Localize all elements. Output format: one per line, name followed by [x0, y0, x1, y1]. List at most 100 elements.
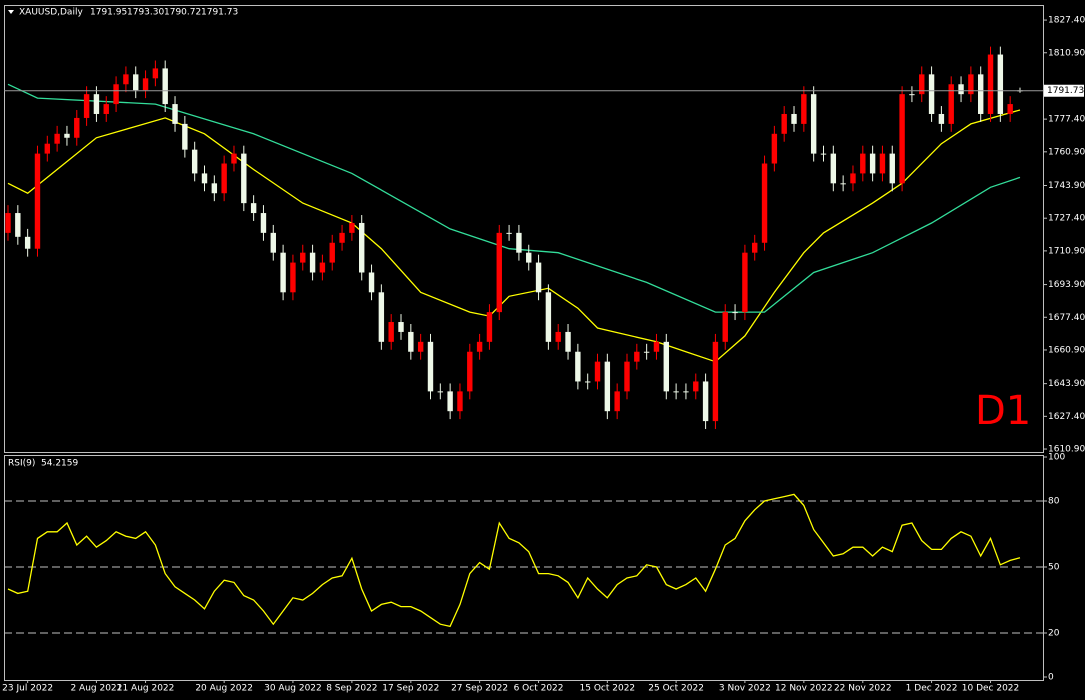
y-tick-label: 1643.90	[1048, 379, 1085, 389]
candle-body	[44, 143, 51, 154]
candle-body	[447, 391, 453, 412]
candle-body	[74, 117, 80, 138]
candle-body	[761, 163, 768, 243]
y-tick-label: 1810.90	[1048, 48, 1085, 58]
candle-body	[850, 173, 856, 184]
candle-body	[113, 84, 119, 105]
candle-body	[634, 351, 640, 362]
candle-body	[496, 232, 502, 313]
ohlc-high: 1793.30	[127, 8, 164, 18]
candle-body	[830, 153, 837, 184]
y-tick-label: 1610.90	[1048, 445, 1085, 455]
candle-body	[702, 381, 709, 422]
candle-body	[182, 123, 188, 150]
candle-body	[526, 252, 532, 263]
candle-body	[575, 351, 581, 382]
x-tick-label: 27 Sep 2022	[451, 684, 508, 694]
candle-body	[103, 104, 109, 114]
candle-body	[938, 113, 945, 124]
candle-body	[250, 203, 257, 214]
candle-body	[791, 113, 797, 124]
candle-body	[545, 292, 552, 342]
candle-body	[997, 54, 1004, 114]
y-tick-label: 1760.90	[1048, 147, 1085, 157]
price-panel	[4, 5, 1044, 453]
candle-body	[15, 213, 21, 237]
candle-body	[722, 312, 728, 342]
candle-body	[771, 133, 778, 164]
candle-body	[359, 222, 365, 273]
candle-body	[64, 133, 70, 138]
candle-body	[653, 341, 660, 352]
timeframe-label: D1	[975, 388, 1031, 434]
candle-body	[781, 113, 787, 134]
candle-body	[565, 331, 571, 352]
candle-body	[24, 236, 31, 249]
ohlc-open: 1791.95	[90, 8, 127, 18]
x-tick-label: 8 Sep 2022	[326, 684, 377, 694]
candle-body	[54, 133, 60, 144]
candle-body	[339, 232, 345, 243]
moving-average	[7, 83, 1021, 313]
candle-body	[506, 232, 512, 234]
price-tag	[1044, 84, 1084, 97]
x-tick-label: 25 Oct 2022	[648, 684, 704, 694]
candle-body	[909, 94, 915, 96]
x-tick-label: 15 Oct 2022	[580, 684, 636, 694]
candle-body	[398, 322, 404, 332]
candle-body	[93, 94, 100, 114]
candle-body	[319, 262, 326, 273]
y-tick-label: 100	[1048, 453, 1065, 463]
x-tick-label: 23 Jul 2022	[2, 684, 53, 694]
candle-body	[368, 272, 375, 293]
candle-body	[378, 292, 385, 342]
candle-body	[467, 351, 473, 392]
candle-body	[417, 341, 424, 352]
candle-body	[221, 163, 227, 194]
x-tick-label: 2 Aug 2022	[70, 684, 122, 694]
candle-body	[712, 341, 719, 422]
candle-body	[673, 391, 679, 393]
candle-body	[5, 213, 11, 233]
rsi-line	[7, 493, 1021, 628]
price-tag-label: 1791.73	[1047, 86, 1084, 96]
candle-body	[958, 84, 964, 95]
x-tick-label: 10 Dec 2022	[962, 684, 1020, 694]
candle-body	[919, 74, 925, 95]
menu-arrow[interactable]	[8, 10, 14, 14]
candle-body	[594, 361, 601, 382]
y-tick-label: 1727.40	[1048, 214, 1085, 224]
candle-body	[201, 173, 208, 184]
candle-body	[260, 213, 267, 233]
x-tick-label: 12 Nov 2022	[775, 684, 833, 694]
candle-body	[604, 361, 611, 412]
candle-body	[889, 153, 895, 184]
candle-body	[977, 74, 984, 114]
candle-body	[270, 232, 276, 253]
candle-body	[486, 312, 493, 342]
rsi-title: RSI(9)	[8, 459, 35, 469]
candle-body	[555, 331, 561, 342]
x-tick-label: 11 Aug 2022	[117, 684, 175, 694]
candle-body	[732, 312, 738, 314]
x-tick-label: 17 Sep 2022	[382, 684, 439, 694]
y-tick-label: 1693.90	[1048, 280, 1085, 290]
x-tick-label: 6 Oct 2022	[514, 684, 564, 694]
x-tick-label: 22 Nov 2022	[834, 684, 892, 694]
y-tick-label: 1660.90	[1048, 345, 1085, 355]
candle-body	[879, 153, 886, 174]
candle-body	[752, 242, 758, 253]
candle-body	[329, 242, 335, 263]
x-tick-label: 30 Aug 2022	[264, 684, 322, 694]
candle-body	[869, 153, 876, 174]
candle-body	[1007, 104, 1013, 114]
candle-body	[290, 262, 296, 293]
candle-body	[928, 74, 935, 114]
candle-body	[742, 252, 748, 313]
candle-body	[683, 391, 689, 393]
candle-body	[535, 262, 542, 293]
candle-body	[231, 153, 237, 164]
candle-body	[899, 94, 905, 184]
candle-body	[241, 153, 247, 204]
